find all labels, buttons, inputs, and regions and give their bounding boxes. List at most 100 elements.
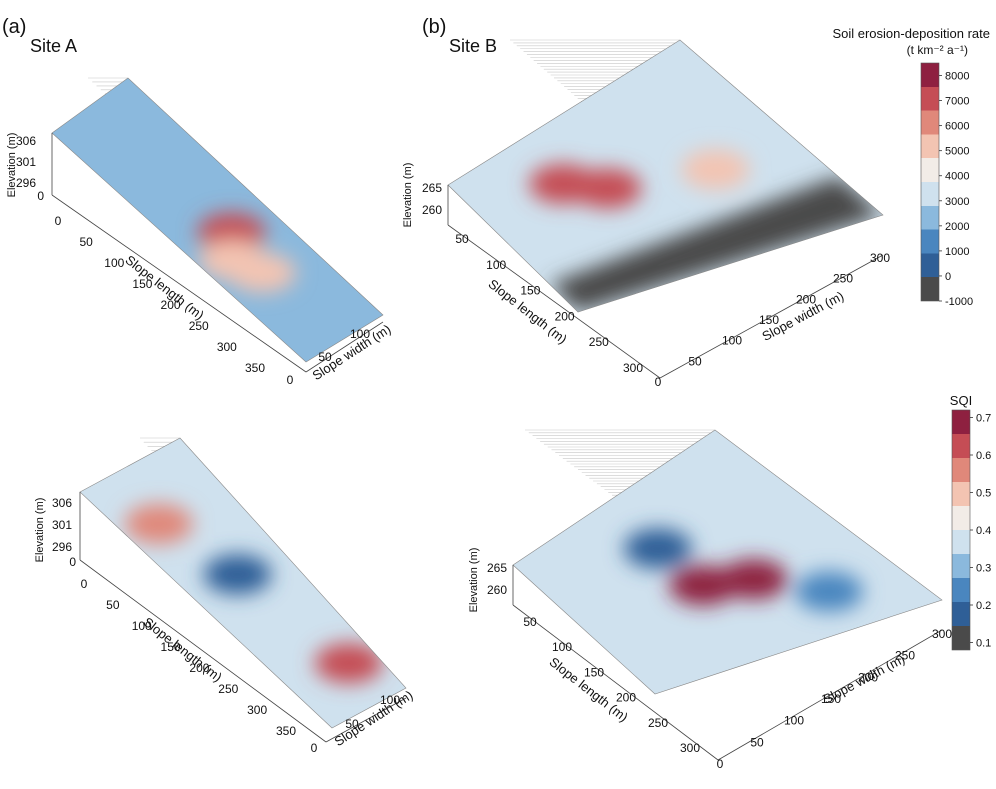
axis-tick-label: 50 (688, 354, 702, 368)
panel-b-label: (b) (422, 16, 446, 38)
axis-tick-label: 150 (759, 313, 779, 327)
surface-hotspot (124, 503, 193, 544)
colorbar-tick-label: -1000 (945, 296, 973, 308)
surface-blobs (197, 212, 297, 293)
axis-tick-label: 300 (217, 340, 237, 354)
z-tick-zero: 0 (69, 555, 76, 569)
axis-tick-label: 150 (584, 665, 604, 679)
axis-tick-label: 200 (555, 309, 575, 323)
axis-tick-label: 100 (784, 714, 804, 728)
z-axis-label: Elevation (m) (468, 548, 480, 613)
erosion-colorbar: Soil erosion-deposition rate (t km⁻² a⁻¹… (832, 26, 990, 308)
axis-tick-label: 250 (589, 335, 609, 349)
axis-tick-label: 0 (311, 741, 318, 755)
axis-tick-label: 250 (218, 682, 238, 696)
surface-hotspot (573, 168, 642, 209)
axis-tick-label: 0 (717, 757, 724, 771)
surface-blobs (124, 503, 383, 684)
surface-hotspot (623, 528, 692, 569)
colorbar-tick-label: 5000 (945, 146, 969, 158)
colorbar-tick-label: 0.5 (976, 488, 991, 500)
site-a-erosion-plot: 306 301 296 0 Elevation (m) 0 50 100 150 200… (6, 77, 394, 387)
axis-tick-label: 150 (161, 640, 181, 654)
surface-blobs (529, 149, 883, 312)
y-ticks: 0 50 100 150 200 250 300 350 (81, 577, 297, 738)
y-ticks: 0 50 100 150 200 250 300 350 (55, 214, 266, 375)
axis-tick-label: 100 (350, 327, 370, 341)
y-ticks: 50 100 150 200 250 300 (523, 615, 700, 755)
surface-hotspot (669, 565, 738, 606)
z-tick: 306 (52, 496, 72, 510)
axis-tick-label: 200 (858, 670, 878, 684)
axis-tick-label: 200 (796, 292, 816, 306)
axis-tick-label: 200 (189, 661, 209, 675)
axis-tick-label: 50 (523, 615, 537, 629)
z-tick: 260 (487, 583, 507, 597)
surface-hotspot (681, 149, 750, 190)
axis-tick-label: 250 (648, 716, 668, 730)
axis-tick-label: 100 (104, 256, 124, 270)
surface-hotspot (795, 571, 864, 612)
axis-tick-label: 50 (455, 232, 469, 246)
colorbar-tick-label: 0 (945, 271, 951, 283)
y-ticks: 50 100 150 200 250 300 (455, 232, 643, 375)
colorbar-ramp (951, 409, 971, 651)
site-b-sqi-plot: 265 260 Elevation (m) 50100150200250300 … (468, 429, 953, 771)
z-tick: 301 (52, 518, 72, 532)
z-axis-label: Elevation (m) (6, 133, 18, 198)
axis-tick-label: 300 (870, 251, 890, 265)
surface-blobs (623, 528, 864, 612)
x-ticks: 0 50 100 (311, 693, 401, 755)
colorbar-ticks: 0.7 0.6 0.5 0.4 0.3 0.2 0.1 (970, 413, 991, 650)
colorbar-tick-label: 0.6 (976, 450, 991, 462)
axis-tick-label: 0 (81, 577, 88, 591)
axis-tick-label: 50 (106, 598, 120, 612)
colorbar-tick-label: 8000 (945, 71, 969, 83)
colorbar-tick-label: 0.7 (976, 413, 991, 425)
colorbar-unit: (t km⁻² a⁻¹) (907, 43, 968, 57)
colorbar-tick-label: 4000 (945, 171, 969, 183)
colorbar-ticks: 8000 7000 6000 5000 4000 3000 2000 1000 0 -1000 (939, 71, 973, 308)
colorbar-title: Soil erosion-deposition rate (832, 26, 990, 41)
surface-base (513, 430, 942, 694)
axis-tick-label: 150 (520, 284, 540, 298)
z-tick: 301 (16, 155, 36, 169)
colorbar-tick-label: 0.4 (976, 525, 991, 537)
colorbar-tick-label: 0.2 (976, 600, 991, 612)
colorbar-tick-label: 2000 (945, 221, 969, 233)
sqi-colorbar: SQI 0.7 0.6 0.5 0.4 0.3 0.2 0.1 (950, 393, 991, 651)
axis-tick-label: 200 (161, 298, 181, 312)
surface-hotspot (719, 559, 788, 600)
z-tick-zero: 0 (37, 189, 44, 203)
z-tick: 265 (422, 181, 442, 195)
axis-tick-label: 100 (722, 334, 742, 348)
axis-tick-label: 300 (623, 361, 643, 375)
axis-tick-label: 0 (655, 375, 662, 389)
surface-hotspot (314, 643, 383, 684)
axis-tick-label: 50 (750, 735, 764, 749)
axis-tick-label: 350 (276, 724, 296, 738)
z-tick: 296 (16, 176, 36, 190)
axis-tick-label: 50 (79, 235, 93, 249)
x-ticks: 0 50 100 (287, 327, 371, 387)
axis-tick-label: 100 (486, 258, 506, 272)
z-tick: 296 (52, 540, 72, 554)
site-a-sqi-plot: 306 301 296 0 Elevation (m) 0 50 100 150 200… (34, 437, 416, 755)
surface-hotspot (228, 252, 297, 293)
axis-tick-label: 50 (345, 717, 359, 731)
colorbar-title: SQI (950, 393, 972, 408)
axis-tick-label: 150 (821, 692, 841, 706)
z-tick: 260 (422, 203, 442, 217)
colorbar-tick-label: 0.1 (976, 638, 991, 650)
colorbar-tick-label: 1000 (945, 246, 969, 258)
axis-tick-label: 300 (247, 703, 267, 717)
axis-tick-label: 50 (318, 350, 332, 364)
colorbar-ramp (920, 62, 940, 302)
axis-tick-label: 100 (552, 640, 572, 654)
axis-tick-label: 300 (932, 627, 952, 641)
site-a-title: Site A (30, 36, 77, 56)
x-ticks: 0 50 100 150 200 250 300 (717, 627, 953, 771)
site-b-title: Site B (449, 36, 497, 56)
colorbar-tick-label: 6000 (945, 121, 969, 133)
